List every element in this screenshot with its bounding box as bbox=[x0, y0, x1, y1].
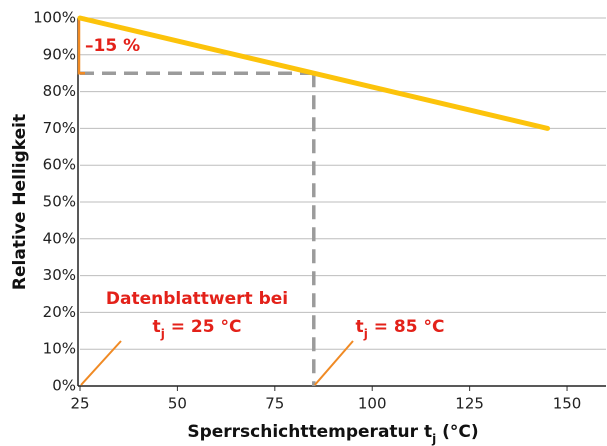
x-tick-label: 150 bbox=[553, 395, 582, 413]
x-axis-label: Sperrschichttemperatur tj (°C) bbox=[187, 422, 478, 446]
annotation: tj = 25 °C bbox=[153, 317, 242, 341]
x-tick-label: 25 bbox=[70, 395, 89, 413]
x-tick-label: 100 bbox=[358, 395, 387, 413]
series-line bbox=[77, 15, 551, 131]
annotation-part: = 85 °C bbox=[368, 317, 445, 337]
y-axis-label: Relative Helligkeit bbox=[10, 114, 30, 290]
y-tick-label: 80% bbox=[43, 82, 76, 100]
x-axis-label-part: Sperrschichttemperatur t bbox=[187, 422, 432, 442]
annotation-part: j bbox=[363, 327, 368, 341]
y-tick-label: 100% bbox=[33, 9, 76, 27]
y-tick-label: 70% bbox=[43, 119, 76, 137]
x-axis-label-part: (°C) bbox=[436, 422, 478, 442]
y-tick-label: 30% bbox=[43, 266, 76, 284]
annotation: Datenblattwert bei bbox=[106, 289, 288, 309]
x-axis-label-part: j bbox=[431, 432, 436, 446]
y-tick-label: 10% bbox=[43, 340, 76, 358]
annotation-part: j bbox=[160, 327, 165, 341]
x-tick-label: 75 bbox=[265, 395, 284, 413]
annotation-part: t bbox=[153, 317, 161, 337]
y-tick-label: 60% bbox=[43, 156, 76, 174]
y-tick-label: 20% bbox=[43, 303, 76, 321]
x-tick-label: 50 bbox=[168, 395, 187, 413]
y-tick-label: 90% bbox=[43, 45, 76, 63]
y-tick-label: 40% bbox=[43, 229, 76, 247]
annotation-part: = 25 °C bbox=[165, 317, 242, 337]
x-tick-label: 125 bbox=[455, 395, 484, 413]
y-tick-label: 0% bbox=[52, 377, 76, 395]
pointer bbox=[80, 340, 122, 386]
pointer bbox=[314, 340, 354, 386]
annotation: tj = 85 °C bbox=[356, 317, 445, 341]
y-tick-label: 50% bbox=[43, 193, 76, 211]
annotation-part: t bbox=[356, 317, 364, 337]
annotation: –15 % bbox=[85, 36, 140, 56]
